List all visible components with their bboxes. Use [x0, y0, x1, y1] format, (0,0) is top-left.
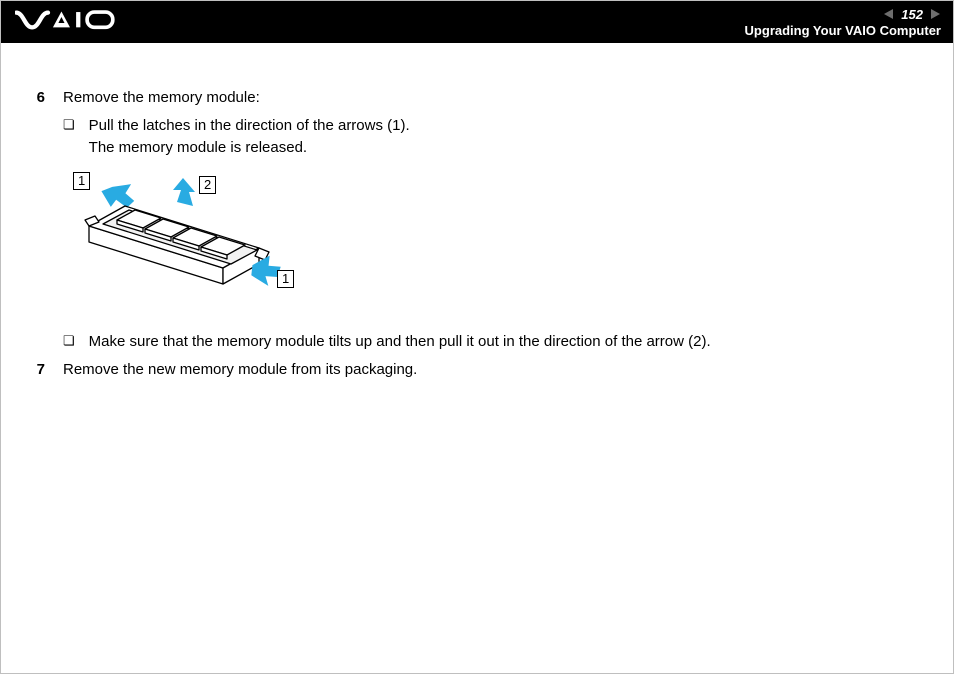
prev-page-arrow-icon[interactable]	[883, 8, 895, 20]
document-page: 152 Upgrading Your VAIO Computer 6 Remov…	[0, 0, 954, 674]
step-number: 7	[31, 359, 45, 381]
sub-text: Pull the latches in the direction of the…	[89, 115, 923, 159]
next-page-arrow-icon[interactable]	[929, 8, 941, 20]
header-bar: 152 Upgrading Your VAIO Computer	[1, 1, 953, 43]
page-navigation: 152	[883, 7, 941, 22]
section-title: Upgrading Your VAIO Computer	[745, 23, 941, 38]
callout-label: 1	[73, 172, 90, 190]
memory-socket-drawing	[85, 206, 269, 284]
sub-item: ❏ Pull the latches in the direction of t…	[31, 115, 923, 159]
callout-label: 2	[199, 176, 216, 194]
step-item: 7 Remove the new memory module from its …	[31, 359, 923, 381]
memory-module-figure: 1 2	[31, 158, 923, 325]
sub-text: Make sure that the memory module tilts u…	[89, 331, 923, 353]
bullet-icon: ❏	[63, 331, 75, 353]
arrow-icon	[173, 178, 195, 206]
vaio-logo	[15, 9, 125, 36]
page-number: 152	[901, 7, 923, 22]
step-text: Remove the new memory module from its pa…	[63, 359, 923, 381]
sub-line: Make sure that the memory module tilts u…	[89, 331, 923, 353]
step-item: 6 Remove the memory module:	[31, 87, 923, 109]
arrow-icon	[99, 179, 137, 211]
sub-item: ❏ Make sure that the memory module tilts…	[31, 331, 923, 353]
sub-line: The memory module is released.	[89, 137, 923, 159]
header-right: 152 Upgrading Your VAIO Computer	[745, 7, 941, 38]
step-number: 6	[31, 87, 45, 109]
bullet-icon: ❏	[63, 115, 75, 159]
sub-line: Pull the latches in the direction of the…	[89, 115, 923, 137]
callout-label: 1	[277, 270, 294, 288]
page-content: 6 Remove the memory module: ❏ Pull the l…	[1, 43, 953, 381]
step-text: Remove the memory module:	[63, 87, 923, 109]
